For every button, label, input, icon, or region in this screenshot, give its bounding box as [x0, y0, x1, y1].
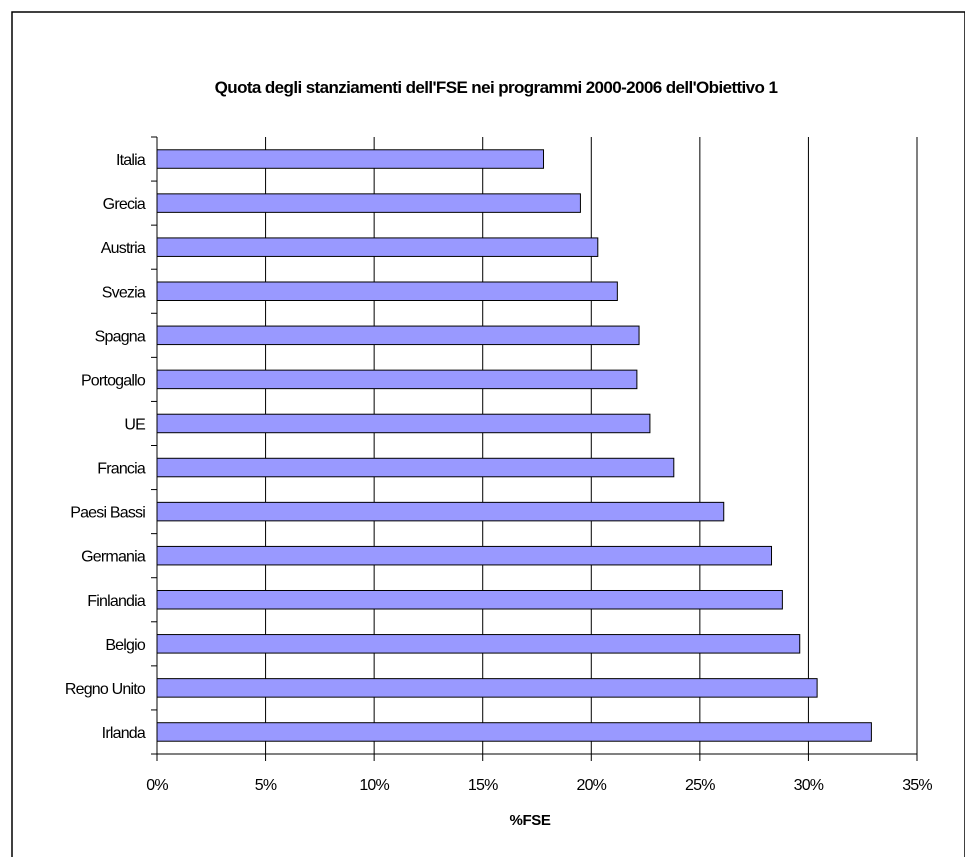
category-label-2: Austria — [101, 240, 146, 257]
category-label-9: Germania — [81, 549, 146, 566]
x-tick-label-1: 5% — [255, 777, 277, 794]
x-tick-label-3: 15% — [468, 777, 498, 794]
x-axis-title: %FSE — [510, 812, 551, 829]
bar-3 — [156, 281, 618, 302]
bar-0 — [156, 149, 545, 169]
bars — [156, 149, 872, 742]
x-tick-label-0: 0% — [146, 777, 168, 794]
category-label-10: Finlandia — [87, 593, 146, 610]
x-tick-label-2: 10% — [359, 777, 389, 794]
bar-13 — [156, 722, 872, 742]
category-label-4: Spagna — [95, 328, 146, 345]
category-label-11: Belgio — [105, 637, 146, 654]
bar-9 — [156, 545, 773, 566]
x-tick-labels: 0% 5% 10% 15% 20% 25% 30% 35% — [146, 777, 933, 794]
bar-2 — [156, 237, 599, 257]
category-label-6: UE — [124, 416, 145, 433]
category-label-5: Portogallo — [81, 372, 146, 389]
bar-7 — [156, 457, 675, 478]
bar-11 — [156, 634, 801, 654]
axes — [151, 136, 918, 761]
category-label-12: Regno Unito — [65, 681, 146, 698]
bar-4 — [156, 325, 640, 346]
bar-12 — [156, 678, 818, 698]
bar-10 — [156, 589, 783, 610]
x-tick-label-5: 25% — [685, 777, 715, 794]
category-label-7: Francia — [97, 461, 146, 478]
chart-title: Quota degli stanziamenti dell'FSE nei pr… — [215, 78, 778, 97]
x-tick-label-7: 35% — [902, 777, 932, 794]
category-label-0: Italia — [116, 152, 146, 169]
bar-1 — [156, 193, 581, 213]
x-tick-label-4: 20% — [576, 777, 606, 794]
category-labels: Italia Grecia Austria Svezia Spagna Portogall… — [65, 152, 147, 742]
bar-6 — [156, 413, 651, 434]
category-label-13: Irlanda — [102, 725, 146, 742]
bar-5 — [156, 369, 638, 390]
bar-8 — [156, 501, 725, 522]
category-label-3: Svezia — [102, 284, 146, 301]
category-label-8: Paesi Bassi — [70, 505, 145, 522]
x-tick-label-6: 30% — [794, 777, 824, 794]
category-label-1: Grecia — [103, 196, 146, 213]
